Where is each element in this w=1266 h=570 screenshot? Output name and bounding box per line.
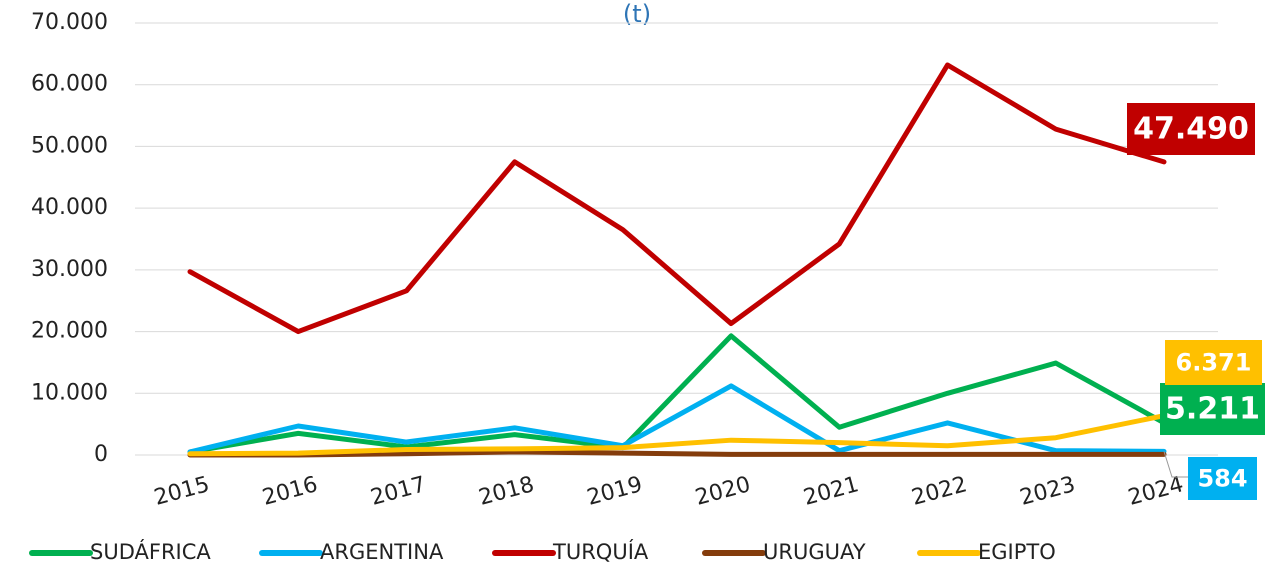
x-tick-label: 2015: [152, 472, 213, 511]
series-line: [187, 383, 1167, 455]
y-tick-label: 20.000: [31, 319, 108, 344]
data-label: 584: [1197, 465, 1247, 493]
series-line: [187, 413, 1167, 457]
label-box: [1160, 383, 1265, 435]
leader-line: [1163, 451, 1188, 478]
data-label: 47.490: [1133, 112, 1249, 147]
legend-label: URUGUAY: [763, 540, 866, 564]
label-box: [1127, 103, 1255, 155]
label-box: [1188, 457, 1257, 500]
series-line: [187, 333, 1167, 455]
x-tick-label: 2017: [368, 472, 429, 511]
x-tick-label: 2016: [260, 472, 321, 511]
y-tick-label: 60.000: [31, 72, 108, 97]
y-tick-label: 40.000: [31, 195, 108, 220]
chart-title: (t): [623, 0, 651, 28]
label-box: [1165, 340, 1262, 385]
series-line: [187, 62, 1167, 335]
x-tick-label: 2023: [1017, 472, 1078, 511]
data-label: 6.371: [1176, 349, 1252, 377]
y-tick-label: 0: [94, 442, 108, 467]
legend-label: EGIPTO: [978, 540, 1056, 564]
y-tick-label: 10.000: [31, 380, 108, 405]
legend-label: ARGENTINA: [320, 540, 444, 564]
x-tick-label: 2018: [476, 472, 537, 511]
x-tick-label: 2019: [584, 472, 645, 511]
x-tick-label: 2020: [693, 472, 754, 511]
x-tick-label: 2022: [909, 472, 970, 511]
series-line: [187, 449, 1167, 458]
y-tick-label: 30.000: [31, 257, 108, 282]
y-tick-label: 70.000: [31, 10, 108, 35]
x-tick-label: 2021: [801, 472, 862, 511]
legend-label: TURQUÍA: [552, 539, 649, 564]
data-label: 5.211: [1165, 392, 1260, 427]
y-tick-label: 50.000: [31, 133, 108, 158]
x-tick-label: 2024: [1126, 472, 1187, 511]
legend-label: SUDÁFRICA: [90, 539, 211, 564]
